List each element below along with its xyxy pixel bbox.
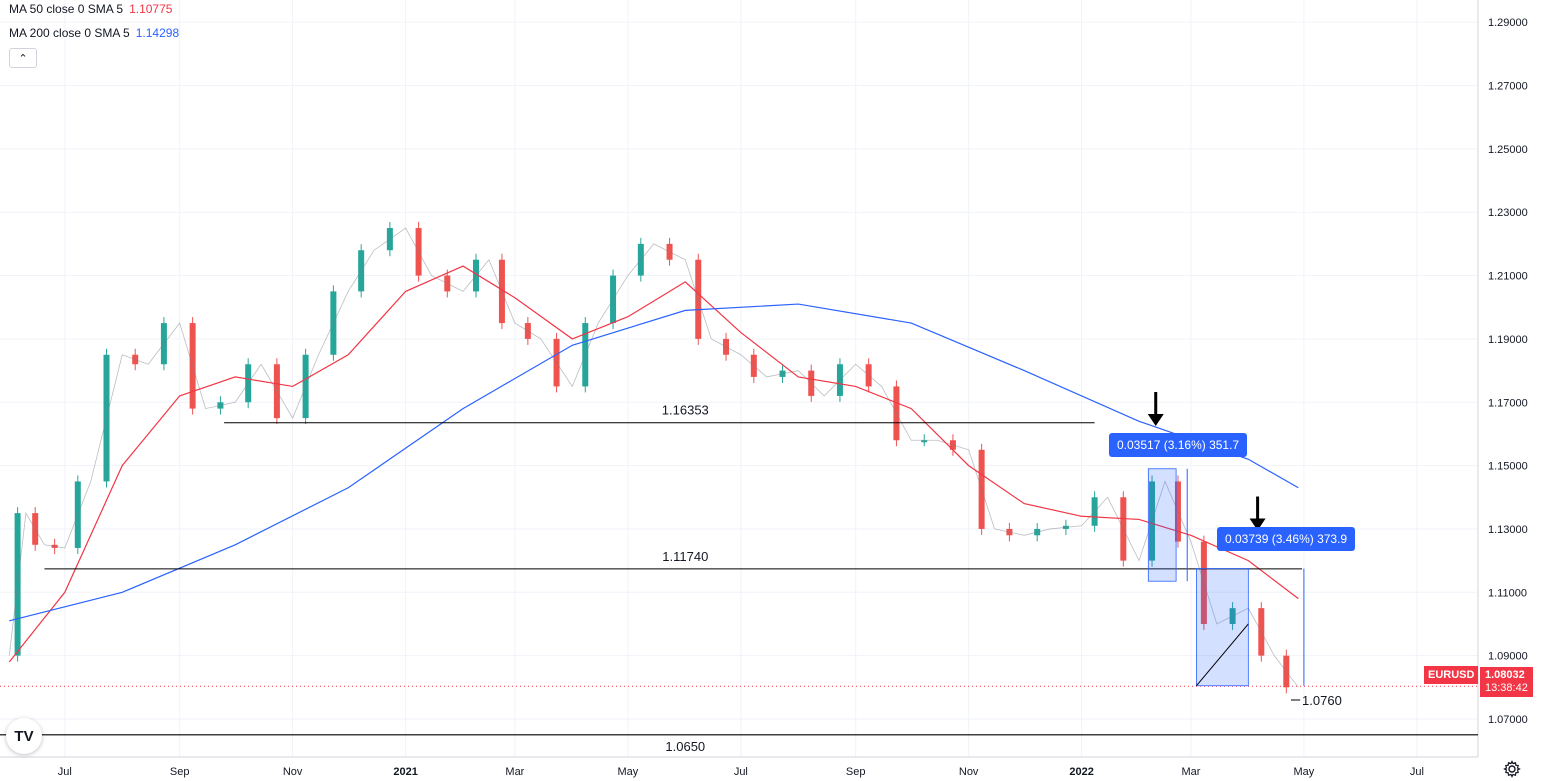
price-tick-label: 1.17000 (1488, 397, 1528, 409)
measure-zone-2 (1196, 568, 1249, 687)
price-tick-label: 1.25000 (1488, 144, 1528, 156)
measure-label-2[interactable]: 0.03739 (3.46%) 373.9 (1217, 527, 1356, 551)
level-label-1: 1.16353 (662, 403, 709, 418)
arrow-down-icon-1-head (1147, 414, 1164, 427)
legend-ma200-value: 1.14298 (135, 26, 180, 40)
last-price-tag: 1.08032 13:38:42 (1480, 667, 1533, 697)
legend-collapse-button[interactable]: ⌃ (9, 48, 37, 68)
measure-label-1[interactable]: 0.03517 (3.16%) 351.7 (1109, 433, 1248, 457)
trend-line (1196, 623, 1249, 687)
time-tick-label: Mar (1181, 766, 1200, 778)
time-tick-label: Sep (846, 766, 866, 778)
time-tick-label: Nov (283, 766, 303, 778)
ma50-line (8, 265, 1299, 663)
price-tick-label: 1.29000 (1488, 17, 1528, 29)
time-tick-label: Sep (170, 766, 190, 778)
legend-ma200-label: MA 200 close 0 SMA 5 (9, 26, 130, 40)
gear-icon[interactable] (1503, 760, 1521, 778)
level-label-2: 1.11740 (662, 549, 708, 564)
time-tick-label: Jul (734, 766, 748, 778)
chevron-up-icon: ⌃ (18, 52, 28, 65)
price-path (8, 227, 1299, 688)
price-tick-label: 1.21000 (1488, 271, 1528, 283)
time-tick-label: Jul (1410, 766, 1424, 778)
time-tick-label: 2022 (1069, 766, 1093, 778)
price-tick-label: 1.13000 (1488, 524, 1528, 536)
time-tick-label: May (1294, 766, 1315, 778)
price-tick-label: 1.09000 (1488, 651, 1528, 663)
ma200-line (9, 303, 1299, 622)
symbol-tag: EURUSD (1424, 666, 1479, 684)
price-tick-label: 1.11000 (1488, 587, 1527, 599)
bar-countdown: 13:38:42 (1485, 682, 1528, 694)
measure-zone-1 (1147, 468, 1177, 582)
price-tick-label: 1.19000 (1488, 334, 1528, 346)
last-price-value: 1.08032 (1485, 669, 1525, 681)
time-tick-label: Mar (505, 766, 524, 778)
price-tick-label: 1.07000 (1488, 714, 1528, 726)
price-tick-label: 1.23000 (1488, 207, 1528, 219)
price-tick-label: 1.15000 (1488, 461, 1528, 473)
legend-ma50-label: MA 50 close 0 SMA 5 (9, 2, 124, 16)
candle-body (921, 440, 928, 443)
tradingview-logo[interactable]: TV (6, 718, 42, 754)
price-tick-label: 1.27000 (1488, 81, 1528, 93)
legend-ma50: MA 50 close 0 SMA 5 1.10775 (9, 2, 172, 16)
time-tick-label: Nov (959, 766, 979, 778)
level-label-3: 1.0650 (665, 739, 705, 754)
level-label-4: 1.0760 (1302, 693, 1342, 708)
legend-ma50-value: 1.10775 (129, 2, 173, 16)
legend-ma200: MA 200 close 0 SMA 5 1.14298 (9, 26, 179, 40)
time-tick-label: Jul (58, 766, 72, 778)
arrow-down-icon-2-head (1249, 518, 1266, 531)
time-tick-label: 2021 (393, 766, 417, 778)
time-tick-label: May (617, 766, 638, 778)
